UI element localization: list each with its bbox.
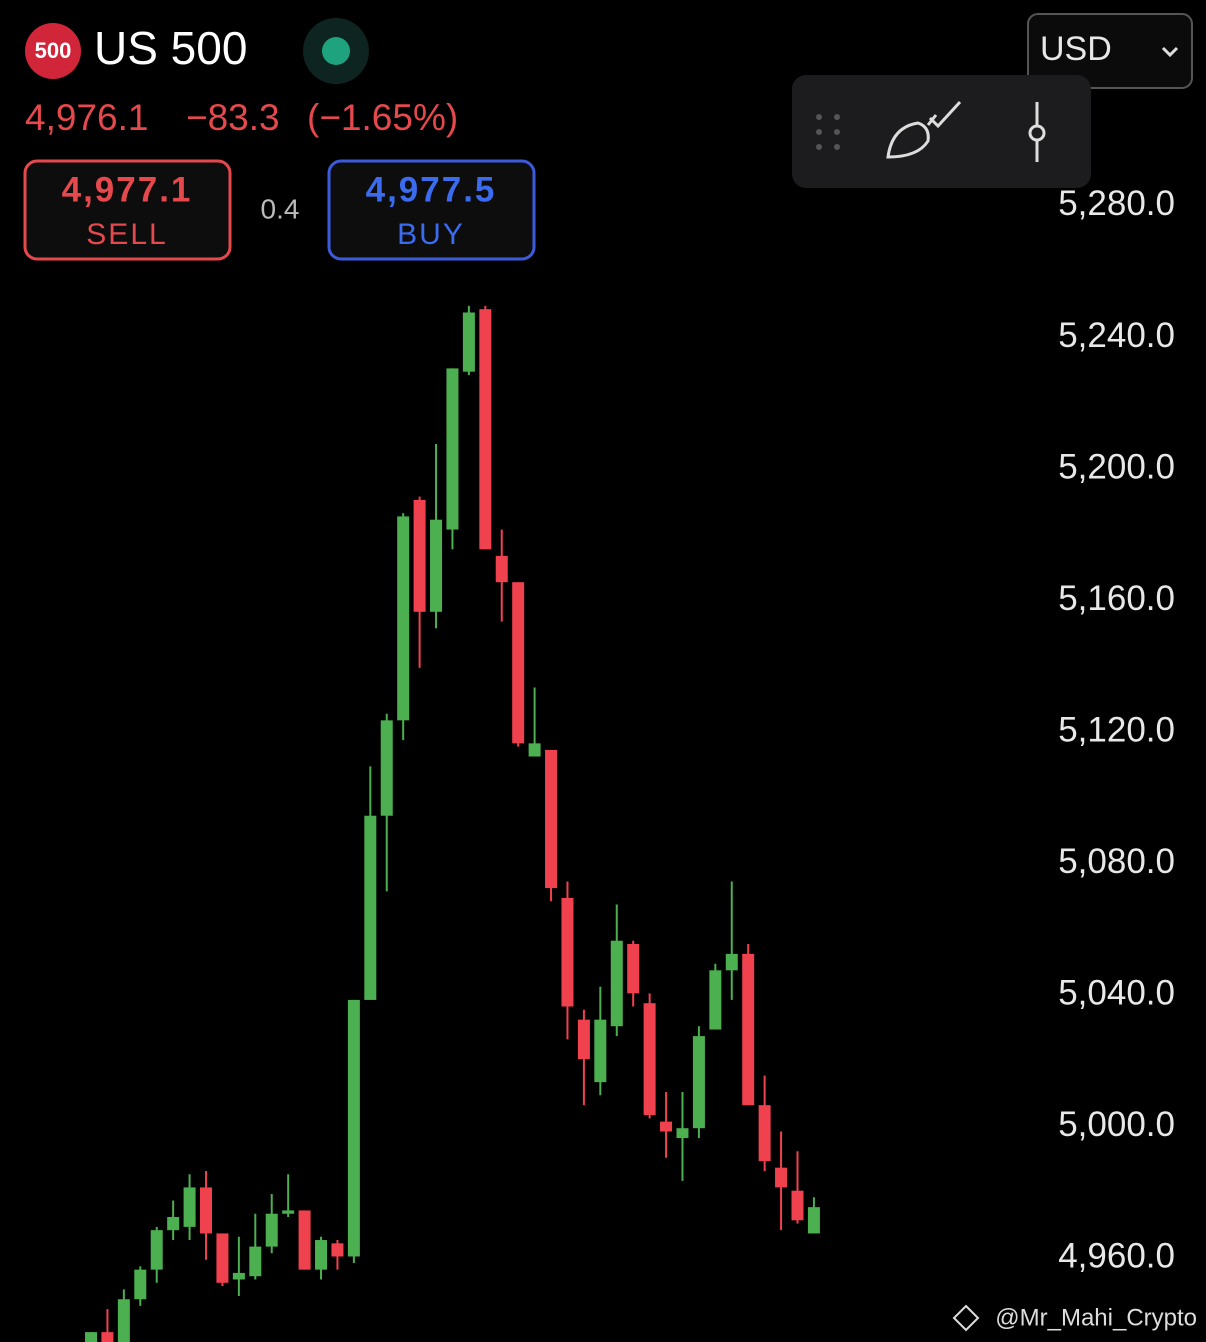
buy-label[interactable]: BUY xyxy=(397,218,465,251)
candle-body xyxy=(446,368,459,530)
candle-body xyxy=(807,1207,820,1234)
symbol-name: US 500 xyxy=(94,22,247,74)
candle-body xyxy=(282,1210,295,1214)
candle-body xyxy=(742,953,755,1106)
price-change: −83.3 xyxy=(186,97,280,138)
candle-body xyxy=(479,309,492,550)
candle-body xyxy=(462,312,475,372)
candle-body xyxy=(85,1332,97,1342)
candle-body xyxy=(150,1230,163,1270)
candle-body xyxy=(660,1121,673,1132)
drawing-toolbar xyxy=(792,75,1091,188)
candle-body xyxy=(249,1246,262,1277)
candle-body xyxy=(101,1332,114,1342)
badge-text: 500 xyxy=(35,38,72,63)
buy-box[interactable] xyxy=(327,159,536,261)
buy-price[interactable]: 4,977.5 xyxy=(366,170,497,209)
candle-body xyxy=(364,815,377,1000)
candle-body xyxy=(561,897,574,1007)
currency-dropdown[interactable]: USD xyxy=(1027,13,1193,89)
y-tick-label: 5,120.0 xyxy=(1058,710,1175,749)
sell-button[interactable]: 4,977.1 SELL xyxy=(23,159,232,261)
candle-body xyxy=(692,1036,705,1129)
candle-body xyxy=(627,944,640,994)
candle-body xyxy=(545,749,558,889)
brush-tool[interactable] xyxy=(886,100,962,159)
candle-body xyxy=(725,953,738,971)
candle-body xyxy=(347,999,360,1257)
price-change-percent: (−1.65%) xyxy=(307,97,458,138)
y-tick-label: 5,280.0 xyxy=(1058,184,1175,223)
candle-body xyxy=(315,1240,328,1270)
candle-body xyxy=(758,1105,771,1162)
dropdown-arrow xyxy=(1161,46,1179,58)
candle-body xyxy=(380,720,393,816)
candle-body xyxy=(397,516,410,721)
candle-body xyxy=(528,743,541,757)
candlestick-chart: 4,960.0 5,000.0 5,040.0 5,080.0 5,120.0 5,160… xyxy=(85,184,1175,1342)
dropdown-box[interactable] xyxy=(1027,13,1193,89)
sell-label[interactable]: SELL xyxy=(86,218,167,251)
drag-handle[interactable] xyxy=(816,114,840,150)
candle-body xyxy=(232,1272,245,1280)
y-tick-label: 5,040.0 xyxy=(1058,974,1175,1013)
candle-body xyxy=(413,499,426,612)
candle-body xyxy=(495,555,508,583)
candle-body xyxy=(117,1299,130,1342)
symbol-badge xyxy=(25,23,81,79)
y-tick-label: 5,200.0 xyxy=(1058,447,1175,486)
last-price: 4,976.1 xyxy=(25,97,148,138)
candle-body xyxy=(775,1167,788,1188)
candle-body xyxy=(577,1019,590,1060)
candle-body xyxy=(183,1187,196,1227)
candle-body xyxy=(265,1213,278,1247)
sell-box[interactable] xyxy=(23,159,232,261)
candle-body xyxy=(200,1187,213,1234)
watermark-icon xyxy=(952,1304,980,1332)
candle-body xyxy=(430,519,443,612)
y-tick-label: 5,000.0 xyxy=(1058,1105,1175,1144)
watermark: @Mr_Mahi_Crypto xyxy=(995,1304,1197,1331)
candle-body xyxy=(512,582,525,744)
spread: 0.4 xyxy=(261,193,300,224)
candle-body xyxy=(643,1003,656,1116)
candle-body xyxy=(134,1269,147,1300)
y-tick-label: 5,240.0 xyxy=(1058,316,1175,355)
candle-body xyxy=(709,970,722,1030)
candle-body xyxy=(610,940,623,1027)
sell-price[interactable]: 4,977.1 xyxy=(62,170,193,209)
y-tick-label: 4,960.0 xyxy=(1058,1237,1175,1276)
candle-body xyxy=(216,1233,229,1283)
y-tick-label: 5,160.0 xyxy=(1058,579,1175,618)
buy-button[interactable]: 4,977.5 BUY xyxy=(327,159,536,261)
candle-body xyxy=(791,1190,804,1221)
toolbar-panel xyxy=(792,75,1091,188)
candle-body xyxy=(676,1128,689,1139)
crosshair-tool[interactable] xyxy=(1028,102,1046,162)
y-tick-label: 5,080.0 xyxy=(1058,842,1175,881)
candle-body xyxy=(167,1217,180,1231)
currency-label[interactable]: USD xyxy=(1040,30,1112,68)
candle-body xyxy=(594,1019,607,1083)
candle-body xyxy=(331,1243,344,1257)
status-dot xyxy=(322,37,350,65)
candle-body xyxy=(298,1210,311,1270)
